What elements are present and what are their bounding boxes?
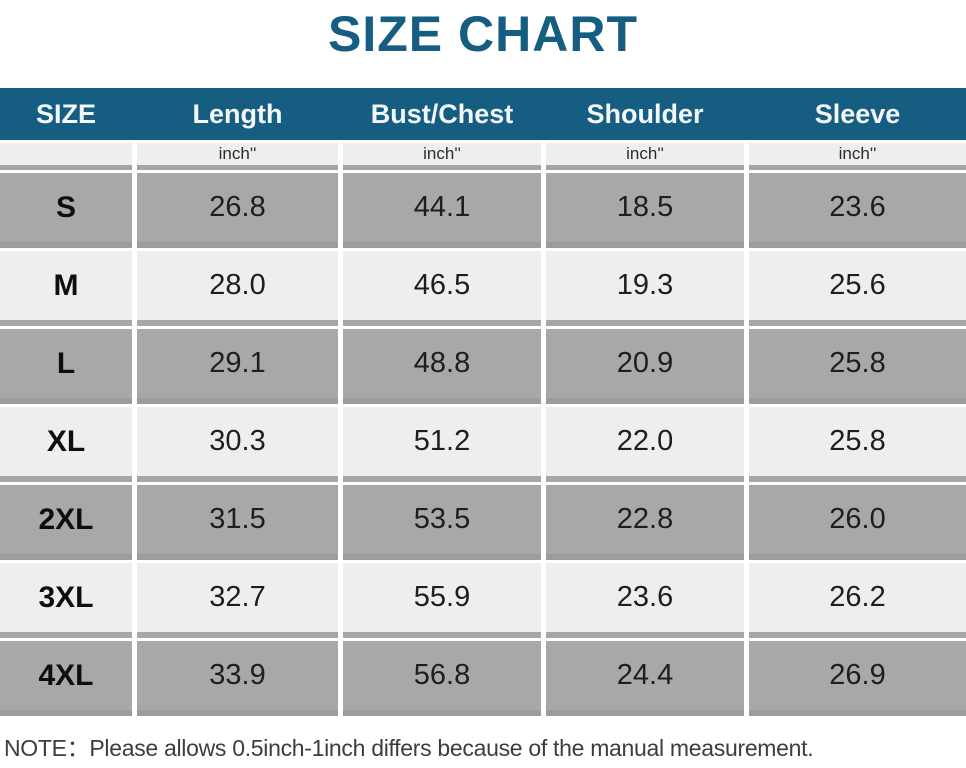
value-cell-sleeve: 25.8 (749, 329, 966, 404)
value-cell-shoulder: 22.0 (546, 407, 744, 482)
unit-cell-sleeve: inch'' (749, 143, 966, 170)
value-cell-sleeve: 26.0 (749, 485, 966, 560)
unit-cell-length: inch'' (137, 143, 338, 170)
value-cell-shoulder: 20.9 (546, 329, 744, 404)
value-cell-sleeve: 25.8 (749, 407, 966, 482)
size-cell: XL (0, 407, 132, 482)
value-cell-sleeve: 26.2 (749, 563, 966, 638)
size-cell: 3XL (0, 563, 132, 638)
header-cell-shoulder: Shoulder (586, 98, 704, 129)
value-cell-length: 26.8 (137, 173, 338, 248)
value-cell-length: 29.1 (137, 329, 338, 404)
value-cell-shoulder: 22.8 (546, 485, 744, 560)
value-cell-bust-chest: 56.8 (343, 641, 541, 716)
value-cell-length: 30.3 (137, 407, 338, 482)
size-table: SIZE Length Bust/Chest Shoulder Sleeve i… (0, 88, 966, 716)
value-cell-shoulder: 24.4 (546, 641, 744, 716)
table-row-2xl: 2XL 31.5 53.5 22.8 26.0 (0, 485, 966, 560)
value-cell-bust-chest: 48.8 (343, 329, 541, 404)
size-cell: 2XL (0, 485, 132, 560)
unit-cell-bust-chest: inch'' (343, 143, 541, 170)
value-cell-shoulder: 19.3 (546, 251, 744, 326)
table-row-s: S 26.8 44.1 18.5 23.6 (0, 173, 966, 248)
value-cell-bust-chest: 51.2 (343, 407, 541, 482)
table-row-m: M 28.0 46.5 19.3 25.6 (0, 251, 966, 326)
table-row-3xl: 3XL 32.7 55.9 23.6 26.2 (0, 563, 966, 638)
size-cell: M (0, 251, 132, 326)
table-row-xl: XL 30.3 51.2 22.0 25.8 (0, 407, 966, 482)
value-cell-sleeve: 25.6 (749, 251, 966, 326)
value-cell-length: 31.5 (137, 485, 338, 560)
header-cell-bust-chest: Bust/Chest (370, 98, 514, 129)
table-row-4xl: 4XL 33.9 56.8 24.4 26.9 (0, 641, 966, 716)
value-cell-shoulder: 23.6 (546, 563, 744, 638)
value-cell-length: 28.0 (137, 251, 338, 326)
value-cell-length: 32.7 (137, 563, 338, 638)
value-cell-bust-chest: 55.9 (343, 563, 541, 638)
measurement-note: NOTE：Please allows 0.5inch-1inch differs… (4, 735, 814, 761)
value-cell-sleeve: 23.6 (749, 173, 966, 248)
value-cell-bust-chest: 53.5 (343, 485, 541, 560)
value-cell-shoulder: 18.5 (546, 173, 744, 248)
size-cell: L (0, 329, 132, 404)
value-cell-bust-chest: 46.5 (343, 251, 541, 326)
header-cell-size: SIZE (35, 98, 96, 129)
value-cell-bust-chest: 44.1 (343, 173, 541, 248)
table-header-row: SIZE Length Bust/Chest Shoulder Sleeve (0, 88, 966, 140)
size-cell: 4XL (0, 641, 132, 716)
value-cell-length: 33.9 (137, 641, 338, 716)
page-title: SIZE CHART (328, 6, 638, 62)
unit-cell-blank (0, 143, 132, 170)
value-cell-sleeve: 26.9 (749, 641, 966, 716)
header-cell-sleeve: Sleeve (814, 98, 901, 129)
size-chart-page: SIZE CHART SIZE Length Bust/Chest Should… (0, 6, 966, 768)
table-unit-row: inch'' inch'' inch'' inch'' (0, 143, 966, 170)
size-cell: S (0, 173, 132, 248)
table-row-l: L 29.1 48.8 20.9 25.8 (0, 329, 966, 404)
unit-cell-shoulder: inch'' (546, 143, 744, 170)
header-cell-length: Length (192, 98, 283, 129)
